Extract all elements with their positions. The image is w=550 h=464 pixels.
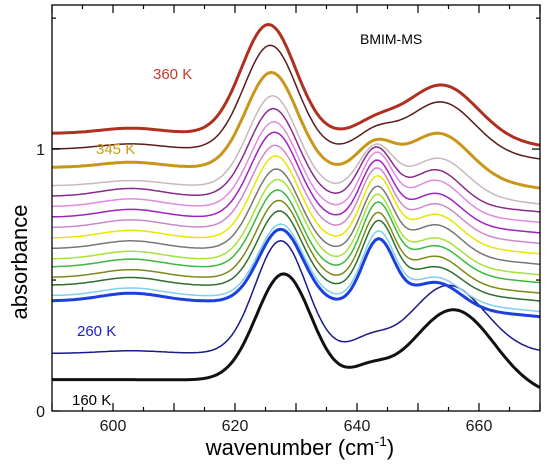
spectrum-line-9: [52, 168, 541, 266]
spectrum-line-13: [51, 121, 541, 224]
y-tick-label-1: 1: [36, 142, 45, 159]
annotation-360k: 360 K: [153, 66, 192, 83]
spectrum-line-5: [51, 210, 541, 302]
spectrum-line-7: [51, 189, 541, 284]
annotation-160k: 160 K: [72, 392, 111, 409]
spectrum-line-3: [51, 227, 541, 319]
x-tick-label-620: 620: [222, 418, 249, 435]
spectrum-line-12: [51, 131, 541, 234]
y-axis-label: absorbance: [7, 205, 32, 320]
series-layer: [51, 23, 541, 389]
x-axis-label-tail: ): [387, 435, 394, 460]
spectrum-line-1: [52, 272, 541, 389]
x-axis-label: wavenumber (cm-1): [205, 433, 395, 460]
spectrum-line-6: [52, 199, 541, 294]
spectrum-line-16: [52, 70, 541, 190]
annotation-260k: 260 K: [77, 323, 116, 340]
spectrum-line-4: [51, 223, 541, 313]
x-tick-label-660: 660: [466, 418, 493, 435]
x-tick-label-600: 600: [100, 418, 127, 435]
annotation-sample: BMIM-MS: [360, 31, 422, 47]
spectrum-line-10: [51, 155, 541, 255]
y-tick-label-0: 0: [36, 404, 45, 421]
x-axis-label-main: wavenumber (cm: [205, 435, 375, 460]
tick-layer: 600 620 640 660 0 1: [36, 5, 541, 435]
x-axis-label-sup: -1: [374, 433, 387, 449]
x-tick-label-640: 640: [344, 418, 371, 435]
spectrum-line-14: [52, 108, 541, 213]
spectrum-line-11: [51, 144, 541, 245]
spectrum-line-8: [51, 178, 541, 276]
spectrum-line-17: [51, 44, 541, 160]
annotation-345k: 345 K: [96, 141, 135, 158]
spectrum-line-15: [51, 95, 541, 205]
spectrum-line-18: [51, 23, 541, 147]
